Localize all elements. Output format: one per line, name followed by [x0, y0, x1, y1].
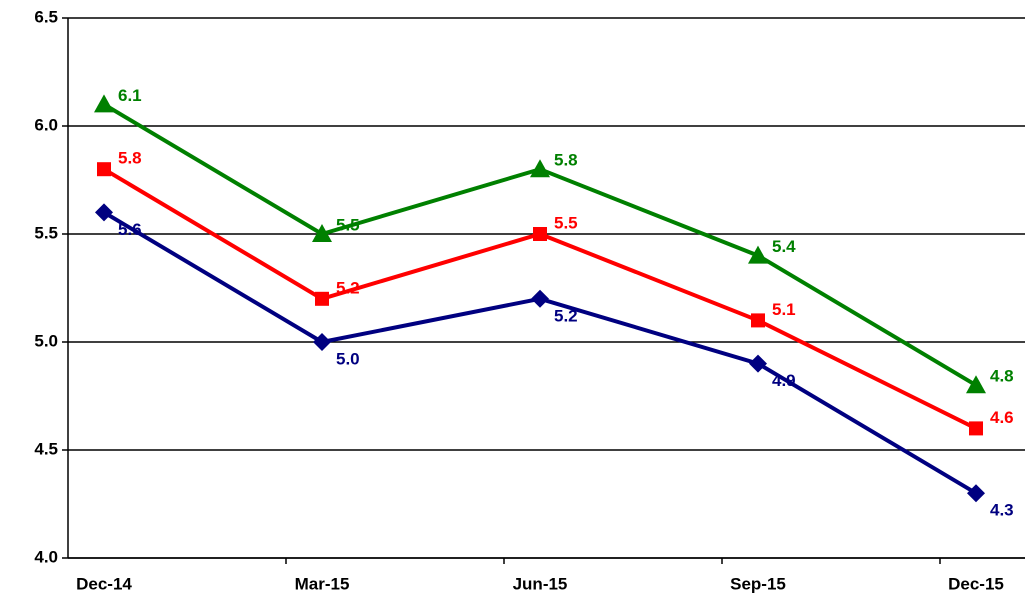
x-tick-label: Mar-15 — [295, 574, 350, 593]
marker — [95, 203, 113, 222]
data-label: 4.3 — [990, 501, 1014, 520]
data-label: 5.0 — [336, 349, 360, 368]
data-label: 5.8 — [554, 151, 578, 170]
y-tick-label: 6.0 — [34, 115, 58, 134]
x-tick-label: Dec-14 — [76, 574, 132, 593]
x-tick-label: Jun-15 — [513, 574, 568, 593]
marker — [312, 224, 332, 242]
data-label: 5.4 — [772, 237, 796, 256]
x-tick-label: Sep-15 — [730, 574, 786, 593]
data-label: 5.5 — [554, 213, 578, 232]
y-tick-label: 5.5 — [34, 223, 58, 242]
data-label: 5.2 — [336, 278, 360, 297]
data-label: 5.6 — [118, 220, 142, 239]
data-label: 5.5 — [336, 215, 360, 234]
marker — [748, 245, 768, 264]
marker — [967, 484, 985, 503]
marker — [97, 162, 111, 177]
y-tick-label: 4.0 — [34, 547, 58, 566]
data-label: 5.2 — [554, 306, 578, 325]
marker — [966, 375, 986, 394]
marker — [530, 159, 550, 178]
data-label: 5.1 — [772, 300, 796, 319]
marker — [94, 94, 114, 113]
y-tick-label: 6.5 — [34, 7, 58, 26]
data-label: 5.8 — [118, 149, 142, 168]
data-label: 6.1 — [118, 86, 142, 105]
marker — [313, 333, 331, 351]
data-label: 4.9 — [772, 371, 796, 390]
y-tick-label: 4.5 — [34, 439, 58, 458]
marker — [969, 421, 983, 436]
y-tick-label: 5.0 — [34, 331, 58, 350]
x-tick-label: Dec-15 — [948, 574, 1004, 593]
marker — [533, 227, 547, 241]
marker — [315, 291, 329, 306]
marker — [749, 354, 767, 373]
marker — [751, 313, 765, 328]
marker — [531, 289, 549, 308]
data-label: 4.6 — [990, 408, 1014, 427]
data-label: 4.8 — [990, 367, 1014, 386]
